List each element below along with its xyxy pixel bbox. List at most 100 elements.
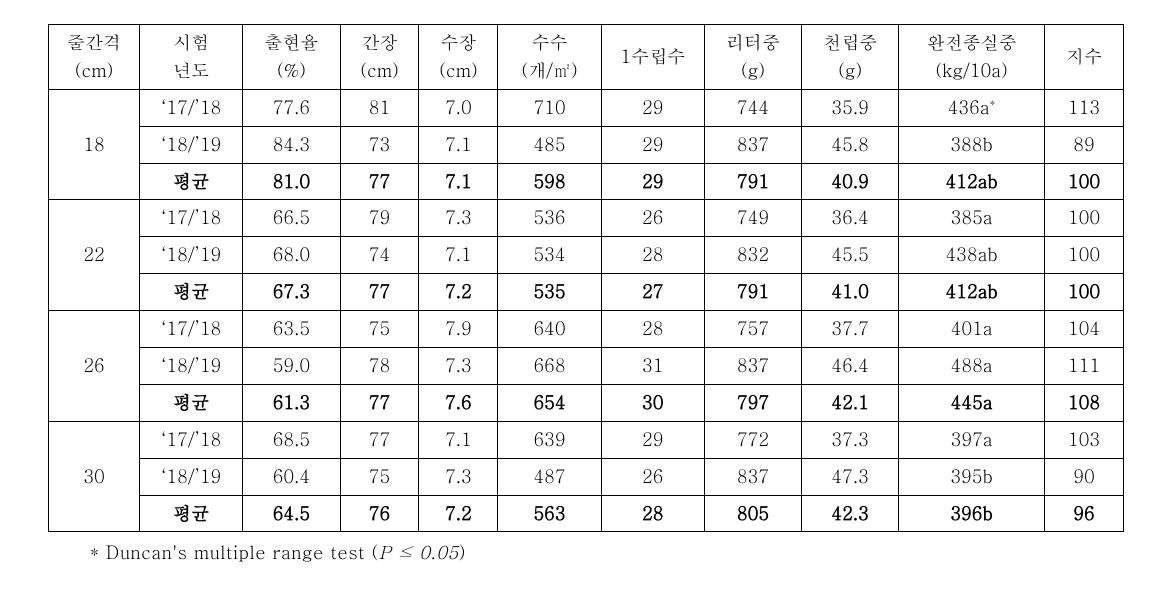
yield-value: 488a: [951, 353, 993, 378]
year-cell: ‘17/’18: [140, 311, 243, 348]
yield-value: 385a: [951, 205, 993, 230]
footnote-stat: P ≤ 0.05: [379, 540, 459, 565]
header-label-top: 출현율: [245, 29, 337, 57]
year-cell: ‘17/’18: [140, 200, 243, 237]
header-label-top: 1수립수: [604, 43, 702, 71]
emergence-cell: 64.5: [243, 495, 340, 532]
spike-length-cell: 7.0: [419, 89, 498, 126]
yield-cell: 388b: [899, 126, 1045, 163]
panicle-count-cell: 485: [498, 126, 601, 163]
index-cell: 89: [1044, 126, 1123, 163]
thousand-grain-weight-cell: 36.4: [802, 200, 899, 237]
grains-per-spike-cell: 31: [601, 348, 704, 385]
yield-cell: 395b: [899, 458, 1045, 495]
emergence-cell: 66.5: [243, 200, 340, 237]
thousand-grain-weight-cell: 37.7: [802, 311, 899, 348]
emergence-cell: 68.0: [243, 237, 340, 274]
spike-length-cell: 7.3: [419, 348, 498, 385]
culm-length-cell: 73: [340, 126, 419, 163]
year-cell: ‘17/’18: [140, 89, 243, 126]
yield-value: 397a: [951, 427, 993, 452]
table-row: 평균64.5767.25632880542.3396b96: [49, 495, 1124, 532]
yield-cell: 436a*: [899, 89, 1045, 126]
header-label-top: 리터중: [707, 29, 799, 57]
thousand-grain-weight-cell: 42.3: [802, 495, 899, 532]
liter-weight-cell: 837: [704, 126, 801, 163]
panicle-count-cell: 640: [498, 311, 601, 348]
emergence-cell: 81.0: [243, 163, 340, 200]
index-cell: 103: [1044, 421, 1123, 458]
year-cell: 평균: [140, 274, 243, 311]
header-label-bottom: (g): [707, 57, 799, 85]
grains-per-spike-cell: 29: [601, 89, 704, 126]
column-header: 지수: [1044, 25, 1123, 90]
yield-cell: 438ab: [899, 237, 1045, 274]
yield-cell: 412ab: [899, 274, 1045, 311]
yield-value: 436a: [948, 95, 990, 120]
emergence-cell: 61.3: [243, 384, 340, 421]
emergence-cell: 77.6: [243, 89, 340, 126]
table-row: ‘18/’1959.0787.36683183746.4488a111: [49, 348, 1124, 385]
year-cell: 평균: [140, 163, 243, 200]
spike-length-cell: 7.3: [419, 458, 498, 495]
index-cell: 96: [1044, 495, 1123, 532]
panicle-count-cell: 563: [498, 495, 601, 532]
yield-value: 412ab: [945, 279, 997, 304]
table-body: 줄간격(cm)시험년도출현율(%)간장(cm)수장(cm)수수(개/㎡)1수립수…: [49, 25, 1124, 532]
yield-cell: 412ab: [899, 163, 1045, 200]
panicle-count-cell: 534: [498, 237, 601, 274]
yield-value: 396b: [950, 501, 993, 526]
growth-yield-table: 줄간격(cm)시험년도출현율(%)간장(cm)수장(cm)수수(개/㎡)1수립수…: [48, 24, 1124, 532]
grains-per-spike-cell: 29: [601, 163, 704, 200]
year-cell: ‘18/’19: [140, 348, 243, 385]
footnote-suffix: ): [459, 540, 466, 565]
culm-length-cell: 74: [340, 237, 419, 274]
liter-weight-cell: 791: [704, 163, 801, 200]
year-cell: ‘18/’19: [140, 237, 243, 274]
thousand-grain-weight-cell: 45.8: [802, 126, 899, 163]
index-cell: 111: [1044, 348, 1123, 385]
column-header: 완전종실중(kg/10a): [899, 25, 1045, 90]
table-row: 평균81.0777.15982979140.9412ab100: [49, 163, 1124, 200]
panicle-count-cell: 535: [498, 274, 601, 311]
header-label-bottom: (cm): [421, 57, 495, 85]
yield-value: 401a: [951, 316, 993, 341]
culm-length-cell: 75: [340, 311, 419, 348]
culm-length-cell: 77: [340, 274, 419, 311]
yield-value: 412ab: [945, 169, 997, 194]
spike-length-cell: 7.2: [419, 495, 498, 532]
year-cell: ‘17/’18: [140, 421, 243, 458]
yield-value: 438ab: [945, 242, 997, 267]
yield-value: 395b: [950, 464, 993, 489]
header-label-bottom: (cm): [51, 57, 137, 85]
column-header: 수수(개/㎡): [498, 25, 601, 90]
spike-length-cell: 7.9: [419, 311, 498, 348]
index-cell: 100: [1044, 237, 1123, 274]
yield-value: 445a: [951, 390, 993, 415]
header-label-bottom: (kg/10a): [901, 57, 1042, 85]
panicle-count-cell: 710: [498, 89, 601, 126]
thousand-grain-weight-cell: 37.3: [802, 421, 899, 458]
row-spacing-cell: 18: [49, 89, 140, 200]
liter-weight-cell: 797: [704, 384, 801, 421]
table-row: ‘18/’1984.3737.14852983745.8388b89: [49, 126, 1124, 163]
yield-cell: 488a: [899, 348, 1045, 385]
year-cell: 평균: [140, 495, 243, 532]
table-header-row: 줄간격(cm)시험년도출현율(%)간장(cm)수장(cm)수수(개/㎡)1수립수…: [49, 25, 1124, 90]
spike-length-cell: 7.3: [419, 200, 498, 237]
table-row: 18‘17/’1877.6817.07102974435.9436a*113: [49, 89, 1124, 126]
index-cell: 100: [1044, 274, 1123, 311]
yield-cell: 401a: [899, 311, 1045, 348]
column-header: 줄간격(cm): [49, 25, 140, 90]
header-label-top: 천립중: [804, 29, 896, 57]
liter-weight-cell: 805: [704, 495, 801, 532]
emergence-cell: 63.5: [243, 311, 340, 348]
footnote-prefix: * Duncan's multiple range test (: [90, 540, 379, 565]
emergence-cell: 68.5: [243, 421, 340, 458]
header-label-bottom: (개/㎡): [500, 57, 598, 85]
header-label-top: 시험: [142, 29, 240, 57]
header-label-bottom: (%): [245, 57, 337, 85]
column-header: 출현율(%): [243, 25, 340, 90]
column-header: 간장(cm): [340, 25, 419, 90]
table-row: ‘18/’1960.4757.34872683747.3395b90: [49, 458, 1124, 495]
